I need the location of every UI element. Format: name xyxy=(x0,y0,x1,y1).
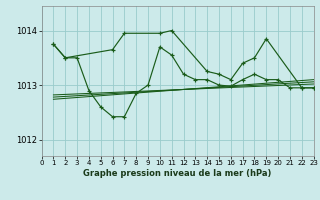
X-axis label: Graphe pression niveau de la mer (hPa): Graphe pression niveau de la mer (hPa) xyxy=(84,169,272,178)
